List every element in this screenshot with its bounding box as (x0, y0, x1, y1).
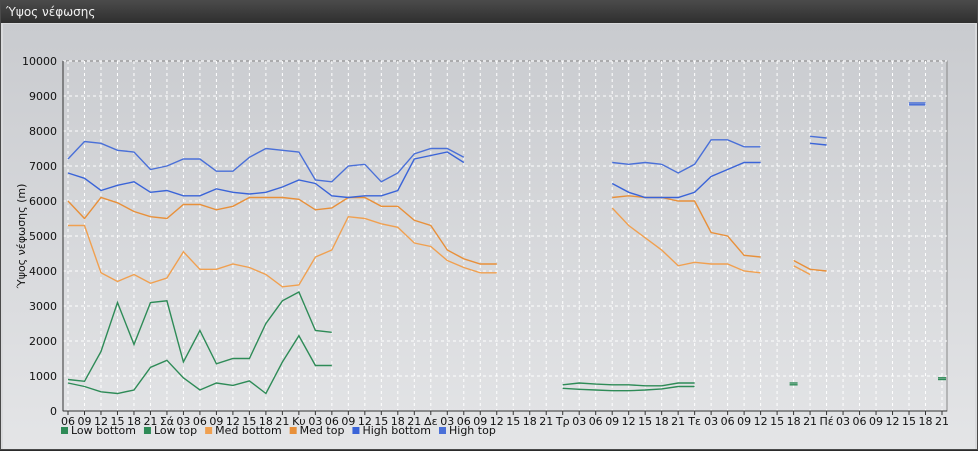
series-line-high-bottom (810, 142, 827, 146)
legend-entry: Low bottom (71, 424, 136, 437)
x-tick-label: 21 (539, 415, 553, 428)
x-tick-label: 18 (919, 415, 933, 428)
y-tick-label: 10000 (22, 55, 57, 68)
x-tick-label: 18 (391, 415, 405, 428)
y-tick-label: 3000 (29, 300, 57, 313)
x-tick-label: Σά (160, 415, 174, 428)
x-tick-label: 06 (61, 415, 75, 428)
x-tick-label: 15 (374, 415, 388, 428)
x-tick-label: 18 (655, 415, 669, 428)
series-line-med-top (67, 196, 497, 265)
x-tick-label: 09 (341, 415, 355, 428)
x-tick-label: 09 (869, 415, 883, 428)
x-tick-label: 09 (737, 415, 751, 428)
x-tick-label: 06 (853, 415, 867, 428)
x-tick-label: 15 (770, 415, 784, 428)
x-tick-label: 09 (605, 415, 619, 428)
x-tick-label: 21 (935, 415, 949, 428)
x-tick-label: 21 (671, 415, 685, 428)
x-tick-label: 21 (143, 415, 157, 428)
x-tick-label: Δε (424, 415, 438, 428)
x-tick-label: 18 (787, 415, 801, 428)
legend-swatch (143, 427, 151, 434)
x-tick-label: 03 (704, 415, 718, 428)
y-tick-label: 1000 (29, 370, 57, 383)
y-tick-label: 2000 (29, 335, 57, 348)
x-tick-label: 03 (176, 415, 190, 428)
x-tick-label: 12 (226, 415, 240, 428)
x-tick-label: 12 (754, 415, 768, 428)
x-tick-label: 12 (490, 415, 504, 428)
y-tick-label: 6000 (29, 195, 57, 208)
series-line-med-bottom (793, 265, 811, 276)
x-tick-label: 15 (902, 415, 916, 428)
legend-entry: High top (449, 424, 496, 437)
y-tick-label: 5000 (29, 230, 57, 243)
x-tick-label: 03 (440, 415, 454, 428)
x-tick-label: 06 (457, 415, 471, 428)
x-tick-label: 12 (622, 415, 636, 428)
series-line-high-top (67, 140, 465, 183)
x-tick-label: Τρ (555, 415, 570, 428)
x-tick-label: 06 (325, 415, 339, 428)
legend-swatch (352, 427, 360, 434)
x-tick-label: 21 (275, 415, 289, 428)
x-tick-label: 09 (209, 415, 223, 428)
window-title: Ύψος νέφωσης (1, 1, 977, 23)
x-tick-label: 15 (242, 415, 256, 428)
x-tick-label: 15 (110, 415, 124, 428)
x-tick-label: 03 (836, 415, 850, 428)
x-tick-label: 18 (523, 415, 537, 428)
series-line-high-bottom (67, 151, 465, 199)
legend-entry: Low top (154, 424, 197, 437)
x-tick-label: 18 (259, 415, 273, 428)
x-tick-label: 21 (803, 415, 817, 428)
y-tick-label: 9000 (29, 90, 57, 103)
legend-swatch (205, 427, 213, 434)
x-tick-label: 12 (358, 415, 372, 428)
legend-swatch (289, 427, 297, 434)
x-tick-label: Κυ (292, 415, 306, 428)
series-line-med-bottom (611, 207, 761, 274)
legend-entry: High bottom (362, 424, 431, 437)
x-tick-label: 12 (94, 415, 108, 428)
series-line-high-bottom (611, 161, 761, 199)
x-tick-label: 06 (721, 415, 735, 428)
y-tick-label: 4000 (29, 265, 57, 278)
y-tick-label: 8000 (29, 125, 57, 138)
series-line-med-bottom (68, 215, 497, 288)
x-tick-label: 06 (193, 415, 207, 428)
x-tick-label: 18 (127, 415, 141, 428)
legend-swatch (439, 427, 446, 434)
x-tick-label: 12 (886, 415, 900, 428)
series-line-low-top (562, 382, 695, 387)
x-tick-label: 03 (308, 415, 322, 428)
y-tick-label: 7000 (29, 160, 57, 173)
series-line-low-bottom (67, 334, 332, 395)
y-axis-label: Ύψος νέφωσης (m) (15, 184, 28, 290)
y-tick-label: 0 (50, 405, 57, 418)
legend-entry: Med bottom (215, 424, 282, 437)
series-line-med-top (612, 195, 761, 258)
x-tick-label: 15 (638, 415, 652, 428)
x-tick-label: Τε (687, 415, 701, 428)
x-tick-label: Πέ (819, 415, 833, 428)
series-line-low-bottom (562, 385, 695, 392)
legend-swatch (61, 427, 68, 434)
series-line-low-top (67, 291, 332, 383)
series-line-high-top (810, 135, 827, 139)
x-tick-label: 06 (589, 415, 603, 428)
x-tick-label: 21 (407, 415, 421, 428)
series-line-high-top (612, 139, 761, 174)
x-tick-label: 15 (506, 415, 520, 428)
legend-entry: Med top (300, 424, 345, 437)
x-tick-label: 03 (572, 415, 586, 428)
x-tick-label: 09 (77, 415, 91, 428)
series-line-med-top (793, 259, 827, 272)
x-tick-label: 09 (473, 415, 487, 428)
